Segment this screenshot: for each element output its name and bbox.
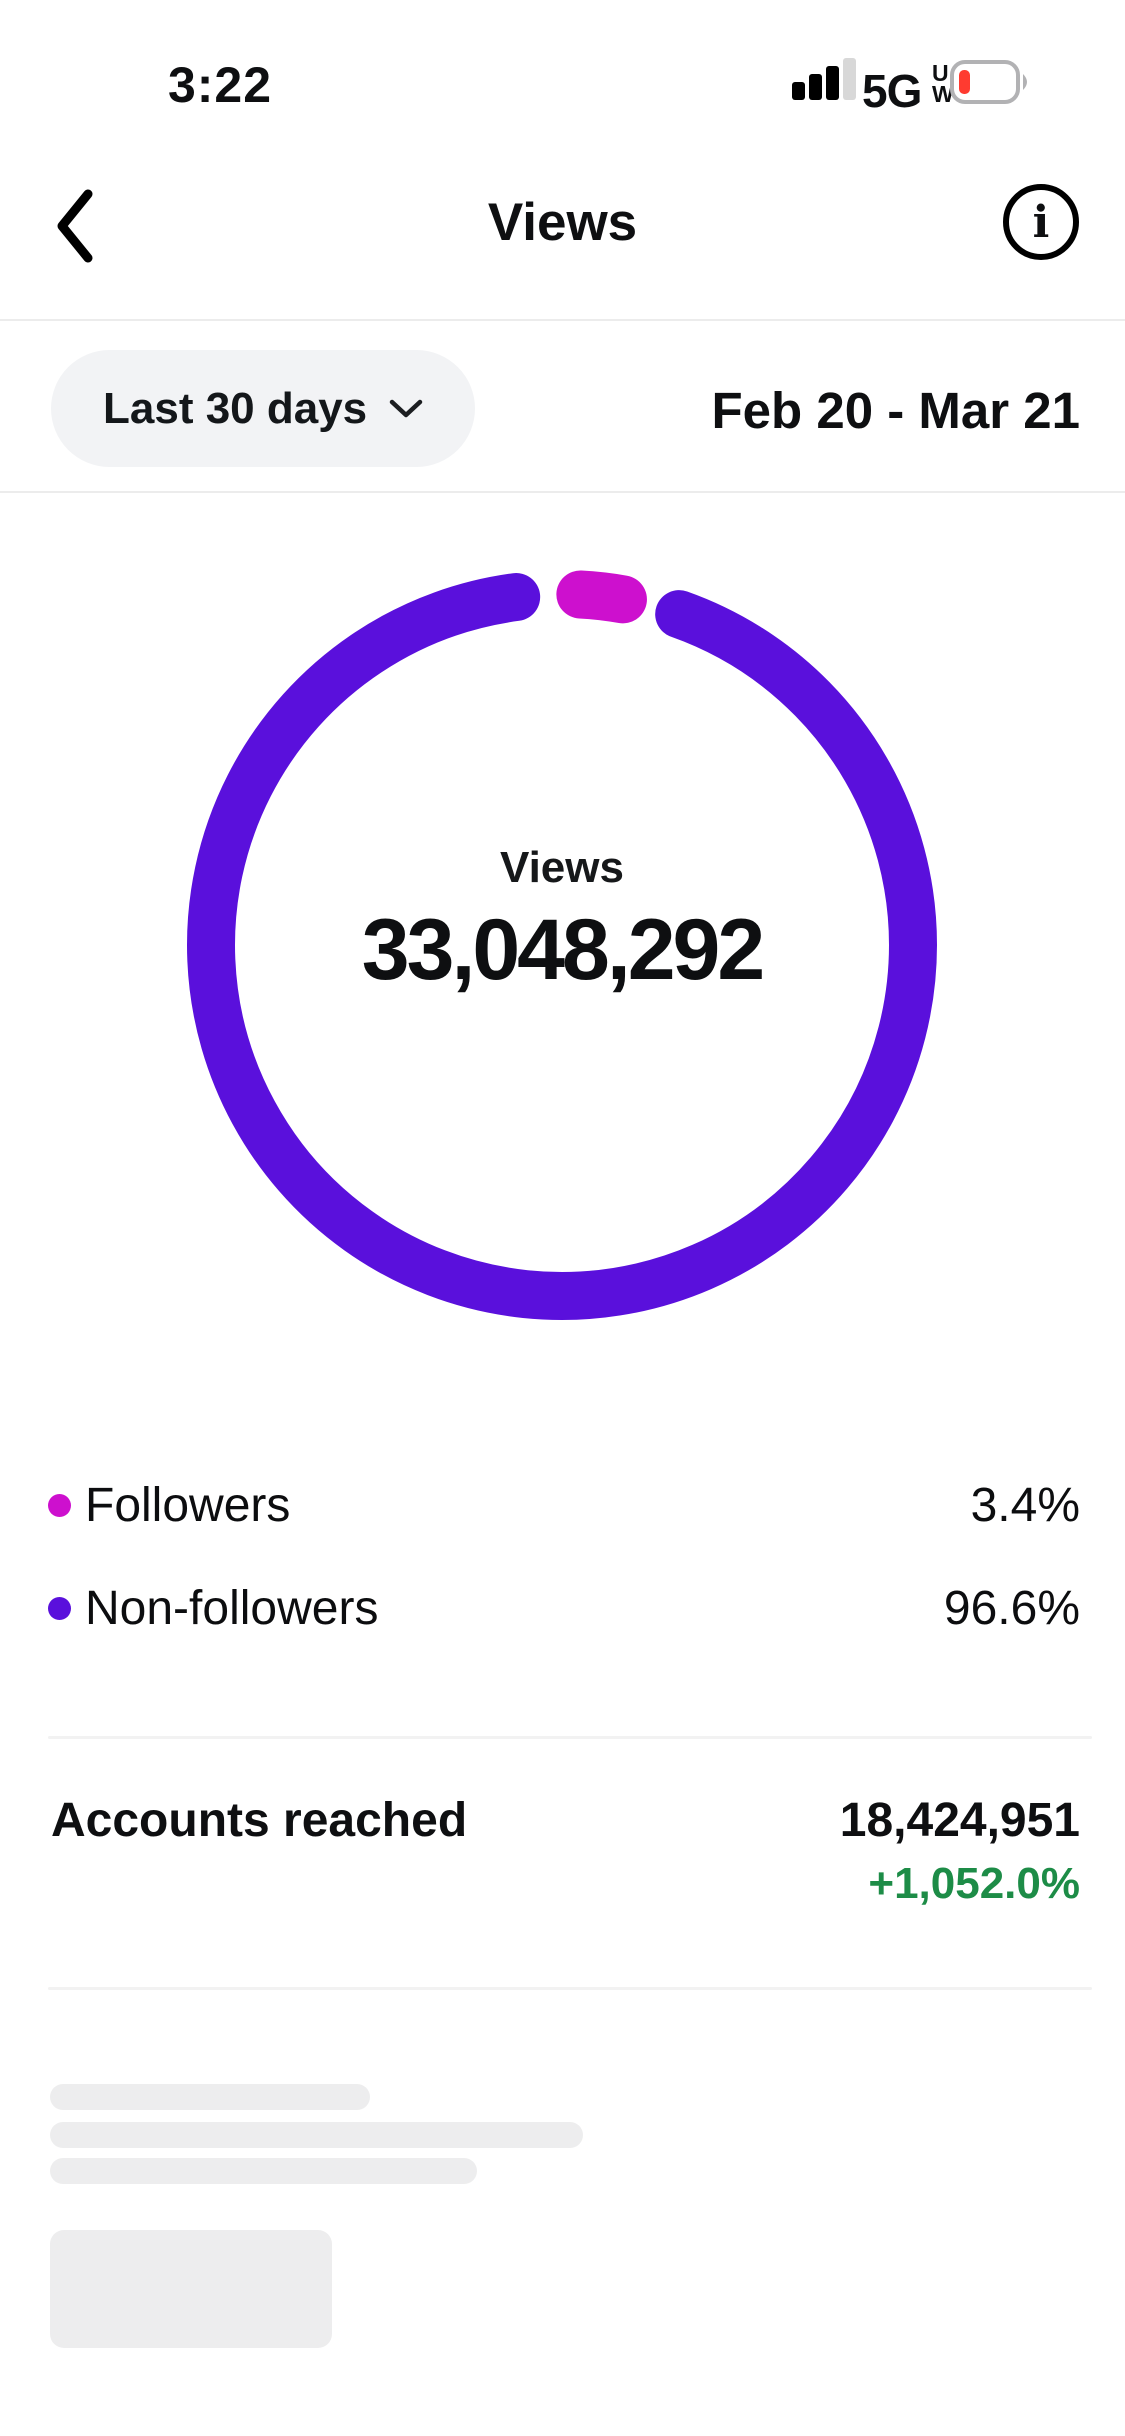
accounts-reached-values: 18,424,951 +1,052.0% bbox=[840, 1790, 1080, 1912]
chevron-left-icon bbox=[57, 189, 93, 263]
battery-icon bbox=[950, 60, 1027, 104]
date-range-text: Feb 20 - Mar 21 bbox=[711, 382, 1080, 439]
divider bbox=[0, 491, 1125, 493]
donut-segment-non-followers bbox=[187, 573, 937, 1320]
views-donut-chart bbox=[187, 570, 937, 1320]
back-button[interactable] bbox=[52, 186, 116, 266]
date-range-selector-label: Last 30 days bbox=[103, 383, 368, 433]
accounts-reached-row[interactable]: Accounts reached 18,424,951 +1,052.0% bbox=[0, 1790, 1125, 1912]
status-time: 3:22 bbox=[167, 57, 273, 113]
legend-label: Non-followers bbox=[85, 1581, 379, 1635]
divider bbox=[0, 319, 1125, 321]
legend-label: Followers bbox=[85, 1478, 291, 1532]
skeleton-block bbox=[50, 2230, 332, 2348]
network-qualifier-label: U W bbox=[932, 60, 954, 107]
info-button[interactable]: i bbox=[1003, 184, 1079, 260]
legend-value: 96.6% bbox=[943, 1581, 1080, 1635]
followers-dot-icon bbox=[48, 1493, 71, 1517]
battery-level bbox=[959, 70, 970, 94]
page-title: Views bbox=[487, 193, 638, 252]
date-range-selector[interactable]: Last 30 days bbox=[51, 350, 476, 467]
accounts-reached-label: Accounts reached bbox=[51, 1794, 468, 1847]
legend-row-followers: Followers 3.4% bbox=[0, 1469, 1125, 1541]
legend-value: 3.4% bbox=[970, 1478, 1080, 1532]
divider bbox=[48, 1987, 1092, 1990]
divider bbox=[48, 1736, 1092, 1739]
non-followers-dot-icon bbox=[48, 1596, 71, 1620]
accounts-reached-value: 18,424,951 bbox=[839, 1794, 1080, 1847]
info-icon: i bbox=[1032, 197, 1050, 248]
network-type-label: 5G bbox=[862, 65, 922, 117]
legend-row-non-followers: Non-followers 96.6% bbox=[0, 1572, 1125, 1644]
skeleton-line bbox=[50, 2084, 370, 2110]
skeleton-line bbox=[50, 2158, 477, 2184]
accounts-reached-change: +1,052.0% bbox=[868, 1859, 1080, 1908]
skeleton-line bbox=[50, 2122, 583, 2148]
chevron-down-icon bbox=[389, 399, 423, 418]
donut-segment-followers bbox=[556, 570, 647, 624]
cellular-signal-icon bbox=[792, 58, 856, 100]
